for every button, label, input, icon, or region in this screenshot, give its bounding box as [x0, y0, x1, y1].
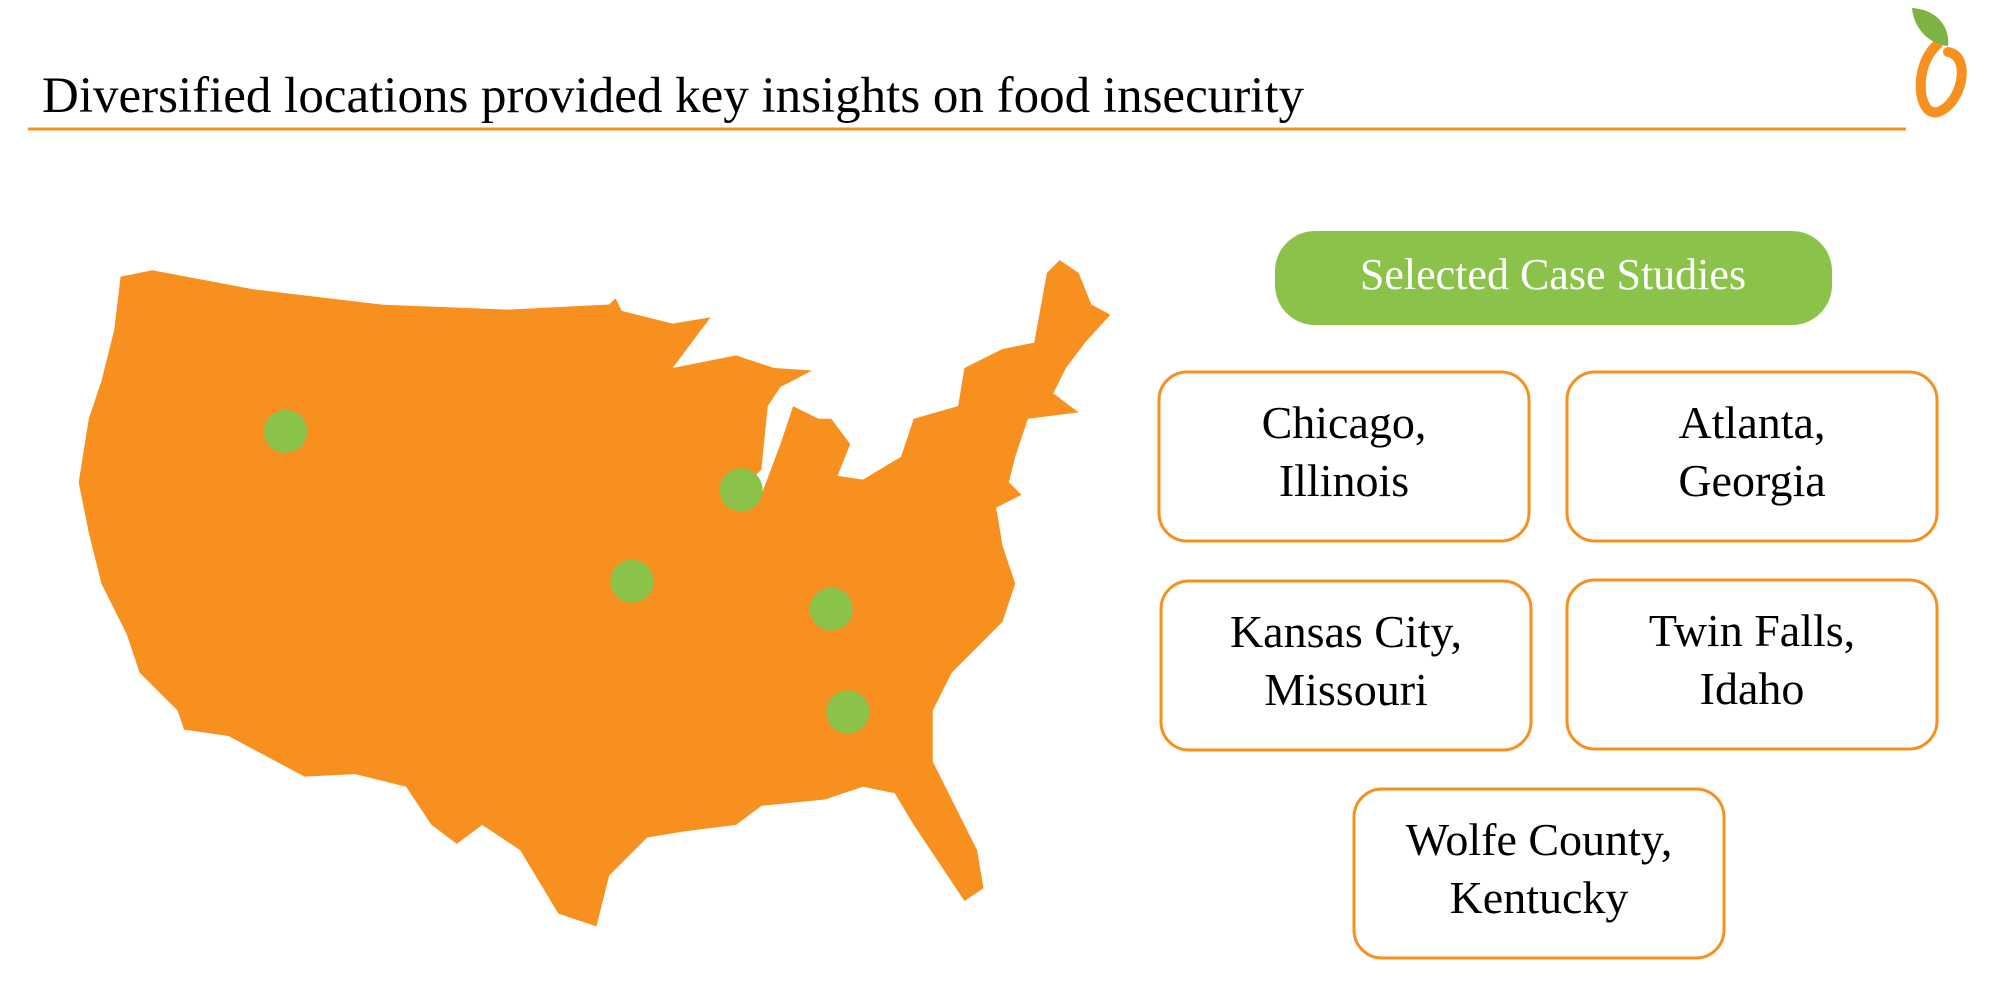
- location-boxes: Chicago, Illinois Atlanta, Georgia Kansas Ci…: [1157, 370, 1939, 960]
- location-card-border: [1352, 787, 1726, 960]
- case-studies-heading: Selected Case Studies: [1360, 250, 1746, 299]
- location-card: Kansas City, Missouri: [1159, 579, 1533, 752]
- location-label: Wolfe County,: [1406, 814, 1673, 865]
- location-card: Chicago, Illinois: [1157, 370, 1531, 543]
- location-card: Wolfe County, Kentucky: [1352, 787, 1726, 960]
- location-label: Kansas City,: [1230, 606, 1462, 657]
- location-label: Missouri: [1264, 664, 1428, 715]
- location-label: Illinois: [1279, 455, 1409, 506]
- location-label: Chicago,: [1262, 397, 1427, 448]
- location-label: Twin Falls,: [1649, 605, 1855, 656]
- location-label: Atlanta,: [1679, 397, 1826, 448]
- us-map: [78, 260, 1111, 927]
- location-card: Atlanta, Georgia: [1565, 370, 1939, 543]
- location-card-border: [1159, 579, 1533, 752]
- location-card-border: [1157, 370, 1531, 543]
- location-card: Twin Falls, Idaho: [1565, 578, 1939, 751]
- location-card-border: [1565, 578, 1939, 751]
- case-studies-header: [1275, 231, 1832, 325]
- location-dots: [263, 409, 870, 734]
- logo: [1912, 8, 1967, 118]
- slide-title: Diversified locations provided key insig…: [42, 68, 1305, 124]
- location-label: Idaho: [1700, 663, 1805, 714]
- location-card-border: [1565, 370, 1939, 543]
- location-label: Georgia: [1678, 455, 1825, 506]
- location-label: Kentucky: [1450, 872, 1629, 923]
